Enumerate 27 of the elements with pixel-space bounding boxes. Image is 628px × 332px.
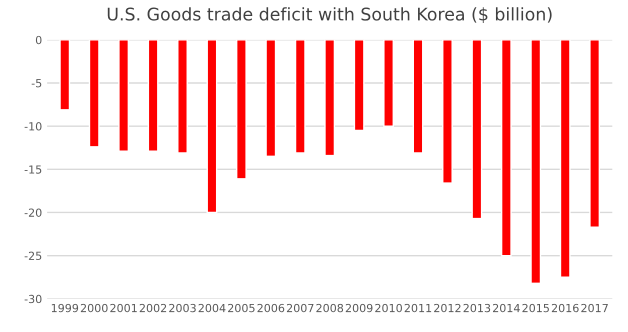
x-tick-label: 2009 bbox=[346, 304, 372, 312]
x-tick-label: 2015 bbox=[522, 304, 549, 312]
y-tick-label: -5 bbox=[32, 79, 42, 88]
x-tick-label: 2014 bbox=[493, 304, 520, 312]
x-tick-label: 2004 bbox=[198, 304, 226, 312]
x-tick-label: 2002 bbox=[140, 304, 166, 312]
y-tick-label: -25 bbox=[24, 252, 42, 260]
x-tick-label: 2005 bbox=[228, 304, 255, 312]
x-tick-label: 2008 bbox=[316, 304, 344, 312]
x-tick-label: 2012 bbox=[434, 304, 460, 312]
x-tick-label: 1999 bbox=[52, 304, 78, 312]
y-tick-label: -15 bbox=[24, 165, 42, 174]
x-tick-label: 2013 bbox=[464, 304, 490, 312]
x-tick-label: 2000 bbox=[80, 304, 108, 312]
x-tick-label: 2001 bbox=[110, 304, 137, 312]
y-tick-label: 0 bbox=[36, 36, 42, 44]
y-tick-label: -10 bbox=[24, 122, 42, 131]
x-tick-label: 2007 bbox=[286, 304, 314, 312]
chart-title: U.S. Goods trade deficit with South Korea ($ billion) bbox=[108, 7, 552, 23]
x-tick-label: 2016 bbox=[552, 304, 579, 312]
x-tick-label: 2011 bbox=[404, 304, 432, 312]
x-tick-label: 2017 bbox=[581, 304, 608, 312]
x-tick-label: 2010 bbox=[375, 304, 402, 312]
y-tick-label: -20 bbox=[24, 208, 42, 217]
y-tick-label: -30 bbox=[24, 294, 42, 304]
x-tick-label: 2003 bbox=[169, 304, 196, 312]
x-tick-label: 2006 bbox=[258, 304, 284, 312]
